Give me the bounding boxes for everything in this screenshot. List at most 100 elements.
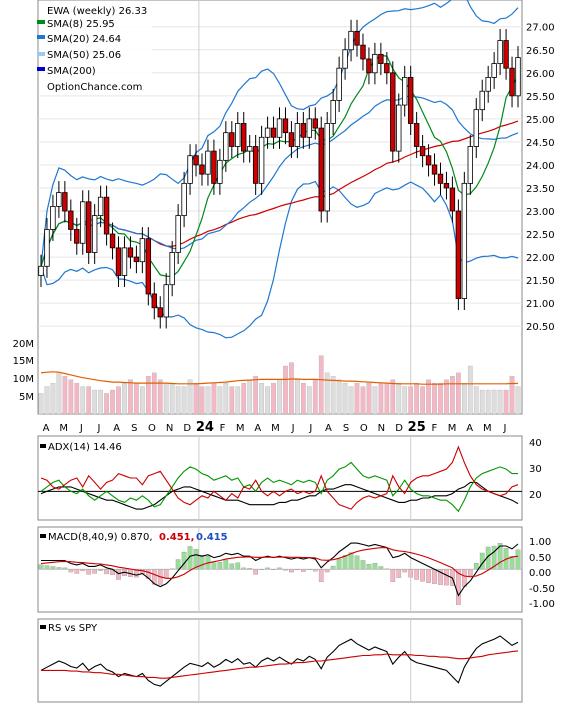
candle-body xyxy=(258,136,265,184)
candle-body xyxy=(97,196,104,217)
macd-tick: -0.50 xyxy=(529,584,555,595)
x-tick-label: O xyxy=(360,423,368,434)
candle-body xyxy=(407,77,414,124)
macd-histogram-bar xyxy=(461,569,467,587)
candle-body xyxy=(396,104,402,152)
candle-body xyxy=(133,256,140,263)
volume-bar xyxy=(402,386,408,415)
adx-panel-frame xyxy=(37,435,523,521)
candle-body xyxy=(509,67,515,97)
candle-body xyxy=(127,247,134,258)
candle-body xyxy=(491,63,497,78)
candle-body xyxy=(115,247,122,276)
volume-bar xyxy=(384,382,390,415)
x-axis-labels: A M J J A S O N D 24 F M A M J J A S O N D 25 F M A M J xyxy=(43,420,507,435)
macd-histogram-bar xyxy=(408,569,414,578)
price-tick: 24.00 xyxy=(526,161,555,172)
x-tick-label: A xyxy=(254,423,261,434)
macd-histogram-bar xyxy=(354,555,360,570)
volume-bar xyxy=(110,389,115,415)
candle-body xyxy=(229,132,235,147)
candle-body xyxy=(139,238,146,263)
candle-body xyxy=(336,67,342,101)
adx-lines xyxy=(38,445,522,513)
candle-body xyxy=(276,118,283,138)
x-tick-label: M xyxy=(59,423,68,434)
candle-body xyxy=(264,127,271,138)
volume-bar xyxy=(169,382,175,415)
macd-histogram-bar xyxy=(330,565,336,570)
candle-body xyxy=(44,229,50,267)
macd-histogram-bar xyxy=(199,555,205,570)
volume-bar xyxy=(336,379,342,415)
x-tick-label: D xyxy=(183,423,191,434)
volume-bar xyxy=(62,376,68,415)
candle-body xyxy=(181,182,187,217)
volume-bar xyxy=(229,386,235,415)
adx-tick: 20 xyxy=(529,490,542,501)
candle-body xyxy=(211,150,217,184)
macd-histogram-bar xyxy=(426,569,431,583)
rs-average-line xyxy=(41,650,519,679)
x-tick-label: 24 xyxy=(196,420,214,435)
candle-body xyxy=(175,215,181,253)
candle-body xyxy=(318,127,324,212)
candle-body xyxy=(437,173,444,184)
candle-body xyxy=(282,118,289,134)
candle-body xyxy=(109,233,116,249)
x-tick-label: N xyxy=(166,423,173,434)
macd-hist-value: 0.415 xyxy=(196,532,228,543)
candlesticks xyxy=(38,19,521,329)
volume-bar xyxy=(444,379,449,415)
volume-bar xyxy=(300,382,306,415)
x-tick-label: A xyxy=(113,423,120,434)
volume-bar xyxy=(163,382,169,415)
volume-bar xyxy=(56,372,62,415)
macd-histogram-bar xyxy=(396,569,402,578)
volume-bar xyxy=(348,386,354,415)
volume-bar xyxy=(235,386,241,415)
volume-axis: 20M 15M 10M 5M xyxy=(13,339,34,403)
volume-bar xyxy=(122,382,127,415)
macd-histogram-bar xyxy=(360,560,366,570)
candle-body xyxy=(312,118,318,129)
macd-histogram-bar xyxy=(44,565,50,570)
candle-body xyxy=(246,146,253,152)
x-tick-label: 25 xyxy=(408,420,426,435)
volume-bar xyxy=(426,379,431,415)
volume-bar xyxy=(306,386,312,415)
sma20-line xyxy=(40,95,519,267)
macd-line xyxy=(41,542,519,597)
candle-body xyxy=(205,150,211,175)
volume-bar xyxy=(223,382,229,415)
macd-histogram-bar xyxy=(515,549,521,570)
price-tick: 21.50 xyxy=(526,276,555,287)
volume-bar xyxy=(181,386,187,415)
candle-body xyxy=(372,53,378,74)
volume-bar xyxy=(479,389,485,415)
macd-histogram-bar xyxy=(163,569,169,579)
macd-signal-value: 0.451, xyxy=(159,532,194,543)
legend-background xyxy=(40,3,152,93)
candle-body xyxy=(503,40,509,69)
candle-body xyxy=(193,155,199,166)
legend-sma50: SMA(50) 25.06 xyxy=(47,50,121,61)
macd-histogram-bar xyxy=(92,569,98,574)
candle-body xyxy=(145,238,152,295)
volume-bar xyxy=(342,382,348,415)
price-tick: 26.00 xyxy=(526,69,555,80)
x-tick-label: J xyxy=(291,423,295,434)
x-tick-label: J xyxy=(79,423,83,434)
x-tick-label: M xyxy=(236,423,245,434)
price-tick: 23.50 xyxy=(526,184,555,195)
candle-body xyxy=(497,40,503,64)
price-tick: 21.00 xyxy=(526,299,555,310)
candle-body xyxy=(241,123,247,152)
candle-body xyxy=(62,192,68,212)
candle-body xyxy=(187,155,193,184)
volume-bar xyxy=(98,389,103,415)
candle-body xyxy=(91,215,98,253)
macd-histogram-bar xyxy=(467,569,473,576)
candle-body xyxy=(288,132,295,147)
